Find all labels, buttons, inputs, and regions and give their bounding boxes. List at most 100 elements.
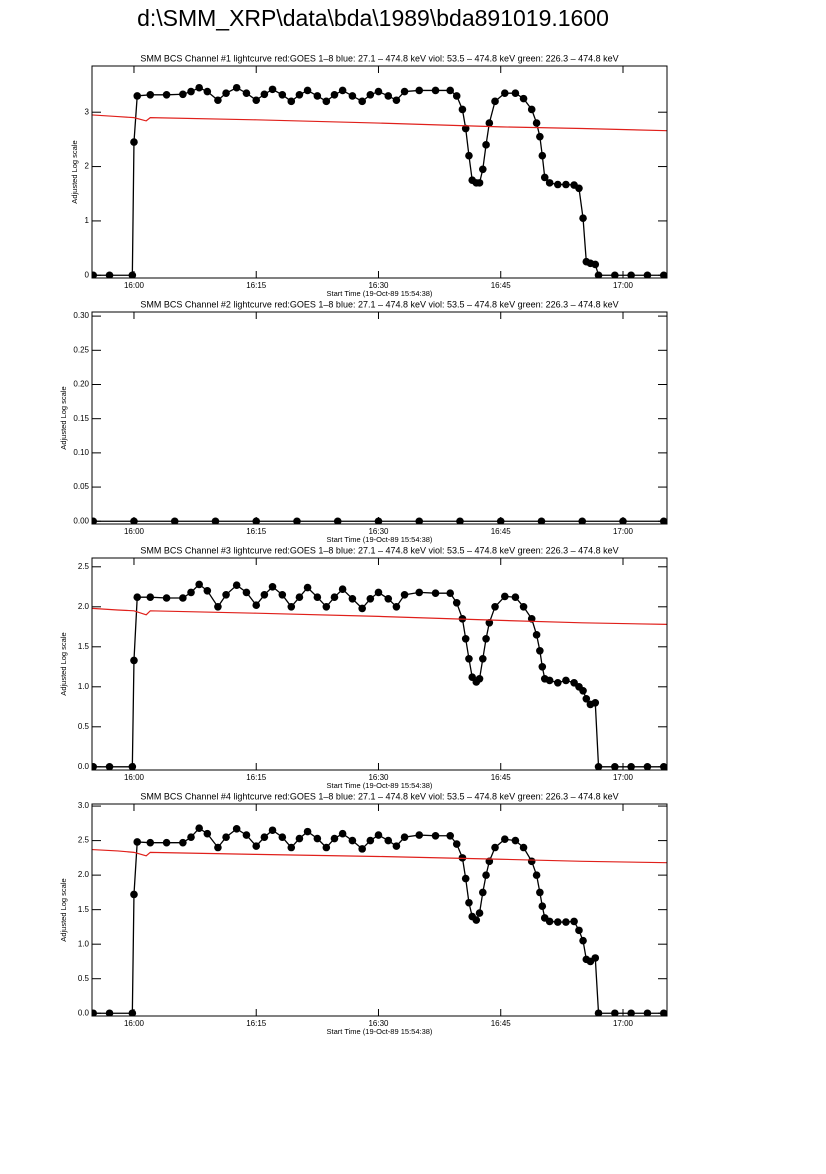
data-point: [519, 94, 528, 103]
data-point: [456, 517, 464, 524]
data-point: [545, 917, 554, 926]
data-point: [446, 86, 455, 95]
y-tick-label: 2.0: [78, 602, 90, 611]
data-point: [452, 92, 461, 100]
panel-title: SMM BCS Channel #2 lightcurve red:GOES 1…: [140, 299, 618, 309]
data-point: [211, 517, 220, 524]
data-point: [313, 834, 322, 843]
data-point: [105, 271, 114, 278]
data-point: [479, 888, 487, 897]
data-point: [536, 647, 544, 655]
data-point: [295, 91, 304, 99]
x-tick-label: 16:00: [124, 281, 145, 290]
x-tick-label: 16:45: [491, 527, 512, 536]
data-point: [92, 763, 98, 770]
data-point: [222, 591, 230, 599]
data-point: [475, 675, 484, 683]
data-point: [268, 85, 277, 94]
data-point: [130, 517, 138, 524]
data-point: [222, 833, 230, 841]
data-point: [553, 180, 562, 189]
data-point: [475, 909, 484, 917]
x-axis-label: Start Time (19-Oct-89 15:54:38): [327, 535, 433, 544]
data-point: [303, 827, 312, 836]
plot-frame: [91, 65, 668, 279]
x-tick-label: 16:15: [246, 527, 267, 536]
data-point: [532, 119, 541, 127]
data-point: [415, 831, 424, 839]
data-point: [366, 836, 375, 845]
data-point: [330, 593, 339, 601]
data-point: [461, 635, 470, 643]
data-point: [374, 831, 383, 839]
x-tick-label: 16:00: [124, 527, 145, 536]
data-point: [232, 83, 241, 92]
data-point: [431, 831, 440, 840]
data-point: [643, 1009, 652, 1016]
x-tick-label: 16:00: [124, 1019, 145, 1028]
y-tick-label: 3.0: [78, 801, 90, 810]
data-point: [133, 92, 142, 100]
x-tick-label: 16:30: [368, 281, 389, 290]
data-point: [594, 1009, 603, 1016]
data-point: [627, 763, 635, 770]
data-point: [322, 97, 331, 106]
data-point: [611, 1009, 619, 1016]
panel-title: SMM BCS Channel #1 lightcurve red:GOES 1…: [140, 53, 618, 63]
plot-frame: [91, 803, 668, 1017]
data-point: [358, 97, 366, 106]
data-point: [366, 91, 375, 99]
data-point: [268, 826, 277, 835]
data-point: [303, 583, 312, 592]
x-tick-label: 16:30: [368, 1019, 389, 1028]
data-point: [278, 591, 287, 599]
series-line: [92, 607, 667, 625]
data-point: [195, 83, 203, 92]
data-point: [570, 917, 578, 926]
data-point: [384, 92, 393, 100]
data-point: [538, 151, 547, 160]
data-point: [511, 89, 520, 97]
data-point: [187, 87, 195, 96]
data-point: [130, 656, 138, 665]
y-tick-label: 0.20: [73, 380, 89, 389]
y-tick-label: 0: [85, 270, 90, 279]
data-point: [532, 631, 541, 639]
x-tick-label: 16:30: [368, 527, 389, 536]
data-point: [536, 888, 544, 897]
data-point: [472, 916, 481, 924]
data-point: [461, 124, 470, 133]
x-tick-label: 17:00: [613, 527, 634, 536]
data-point: [479, 655, 487, 663]
data-point: [92, 517, 98, 524]
data-point: [179, 838, 187, 847]
data-point: [540, 173, 549, 182]
x-tick-label: 16:45: [491, 1019, 512, 1028]
data-point: [252, 96, 261, 105]
data-point: [491, 97, 499, 106]
data-point: [214, 96, 222, 105]
data-point: [128, 763, 137, 770]
y-tick-label: 0.0: [78, 1008, 90, 1017]
data-point: [366, 595, 375, 603]
data-point: [465, 151, 473, 160]
y-axis-label: Adjusted Log scale: [70, 140, 79, 203]
data-point: [222, 89, 230, 97]
data-point: [374, 517, 383, 524]
data-point: [611, 763, 619, 770]
data-point: [162, 594, 171, 602]
data-point: [268, 583, 277, 591]
data-point: [170, 517, 179, 524]
data-point: [242, 89, 251, 97]
data-point: [278, 833, 287, 841]
data-point: [579, 687, 587, 695]
x-axis-label: Start Time (19-Oct-89 15:54:38): [327, 1027, 433, 1036]
data-point: [538, 663, 547, 671]
data-point: [485, 119, 494, 127]
data-point: [232, 825, 241, 833]
x-tick-label: 16:45: [491, 773, 512, 782]
data-point: [461, 874, 470, 883]
data-point: [575, 926, 583, 935]
x-tick-label: 16:30: [368, 773, 389, 782]
